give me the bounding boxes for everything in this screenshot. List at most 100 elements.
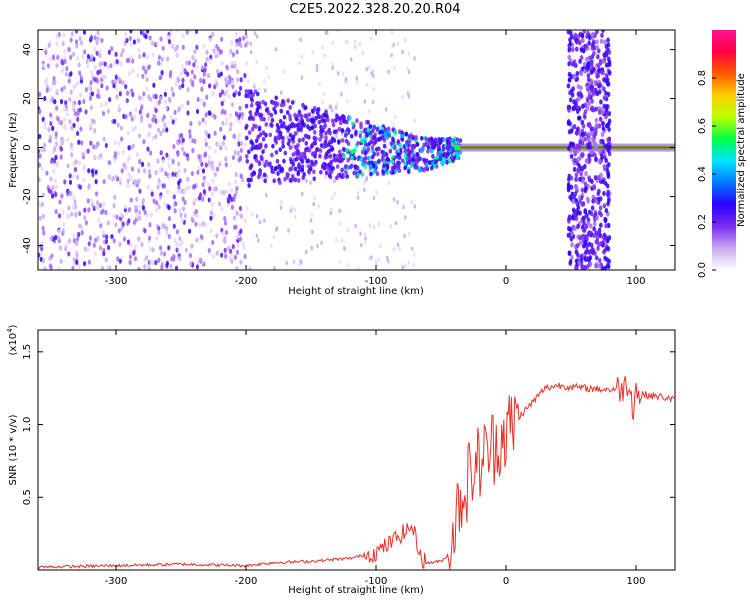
spectrogram-cell [55, 63, 59, 69]
spectrogram-cell [54, 192, 58, 198]
spectrogram-cell [567, 129, 572, 135]
spectrogram-cell [324, 135, 328, 141]
spectrogram-cell [68, 179, 73, 185]
spectrogram-cell [410, 199, 414, 205]
spectrogram-cell [244, 89, 249, 94]
spectrogram-cell [270, 165, 274, 171]
spectrogram-cell [427, 137, 432, 142]
spectrogram-cell [231, 155, 236, 161]
spectrogram-cell [195, 44, 199, 50]
spectrogram-cell [356, 195, 360, 200]
spectrogram-cell [380, 134, 385, 140]
spectrogram-cell [234, 30, 238, 36]
spectrogram-cell [141, 205, 146, 211]
spectrogram-cell [321, 45, 324, 50]
spectrogram-cell [299, 127, 303, 133]
spectrogram-cell [291, 176, 296, 182]
spectrogram-cell [265, 65, 268, 70]
spectrogram-cell [596, 54, 600, 60]
spectrogram-cell [238, 156, 243, 162]
spectrogram-cell [158, 182, 162, 188]
spectrogram-cell [600, 131, 605, 138]
spectrogram-cell [38, 176, 41, 183]
spectrogram-cell [117, 76, 121, 82]
spectrogram-cell [403, 161, 407, 167]
spectrogram-cell [566, 83, 571, 89]
spectrogram-cell [370, 70, 373, 76]
spectrogram-cell [167, 173, 171, 180]
spectrogram-y-tick-label: 40 [22, 43, 33, 56]
spectrogram-cell [326, 117, 330, 123]
spectrogram-cell [211, 90, 215, 96]
spectrogram-cell [220, 89, 225, 95]
spectrogram-cell [121, 47, 125, 54]
spectrogram-cell [133, 125, 137, 131]
spectrogram-cell [369, 36, 373, 41]
spectrogram-cell [57, 213, 62, 219]
spectrogram-cell [310, 161, 314, 167]
spectrogram-cell [604, 223, 608, 229]
spectrogram-cell [77, 160, 82, 166]
spectrogram-cell [177, 168, 181, 174]
spectrogram-cell [67, 190, 71, 196]
spectrogram-cell [338, 158, 342, 164]
spectrogram-cell [228, 126, 233, 132]
spectrogram-cell [278, 118, 283, 124]
spectrogram-cell [209, 210, 213, 216]
spectrogram-cell [67, 205, 71, 211]
spectrogram-cell [158, 167, 162, 173]
spectrogram-cell [340, 167, 344, 173]
spectrogram-cell [368, 124, 373, 129]
spectrogram-cell [121, 221, 125, 227]
spectrogram-cell [88, 85, 92, 91]
spectrogram-cell [89, 70, 94, 76]
spectrogram-cell [161, 127, 165, 134]
spectrogram-cell [261, 130, 266, 136]
spectrogram-cell [307, 169, 311, 175]
spectrogram-cell [183, 188, 187, 195]
spectrogram-cell [114, 222, 118, 228]
spectrogram-cell [187, 60, 192, 66]
spectrogram-cell [593, 141, 597, 147]
spectrogram-cell [245, 34, 248, 39]
spectrogram-cell [51, 54, 56, 60]
spectrogram-cell [157, 229, 161, 236]
spectrogram-cell [569, 73, 574, 80]
spectrogram-cell [148, 173, 152, 179]
spectrogram-cell [272, 178, 277, 184]
spectrogram-cell [179, 70, 183, 77]
spectrogram-cell [55, 105, 59, 111]
spectrogram-cell [450, 154, 454, 160]
spectrogram-cell [212, 212, 216, 219]
spectrogram-cell [604, 111, 608, 117]
spectrogram-cell [273, 166, 278, 172]
spectrogram-cell [571, 207, 576, 213]
spectrogram-cell [566, 145, 571, 151]
spectrogram-cell [338, 153, 342, 159]
spectrogram-cell [344, 119, 349, 125]
spectrogram-cell [87, 168, 91, 174]
spectrogram-cell [385, 163, 390, 169]
spectrogram-cell [129, 42, 133, 48]
spectrogram-cell [318, 148, 323, 154]
spectrogram-cell [372, 225, 376, 230]
spectrogram-cell [181, 77, 185, 83]
spectrogram-cell [59, 154, 63, 160]
spectrogram-cell [360, 242, 363, 248]
spectrogram-cell [592, 213, 597, 219]
spectrogram-cell [601, 58, 606, 64]
spectrogram-cell [424, 136, 429, 142]
spectrogram-cell [401, 95, 405, 100]
spectrogram-cell [602, 203, 607, 209]
spectrogram-cell [250, 126, 255, 132]
spectrogram-cell [235, 117, 239, 123]
spectrogram-cell [215, 68, 220, 74]
spectrogram-cell [229, 40, 234, 46]
snr-y-tick-label: 0.5 [22, 489, 33, 505]
spectrogram-cell [157, 60, 161, 66]
spectrogram-cell [142, 91, 146, 97]
spectrogram-cell [367, 65, 371, 70]
chart-title: C2E5.2022.328.20.20.R04 [289, 2, 461, 17]
spectrogram-cell [372, 87, 375, 92]
spectrogram-cell [176, 172, 180, 179]
